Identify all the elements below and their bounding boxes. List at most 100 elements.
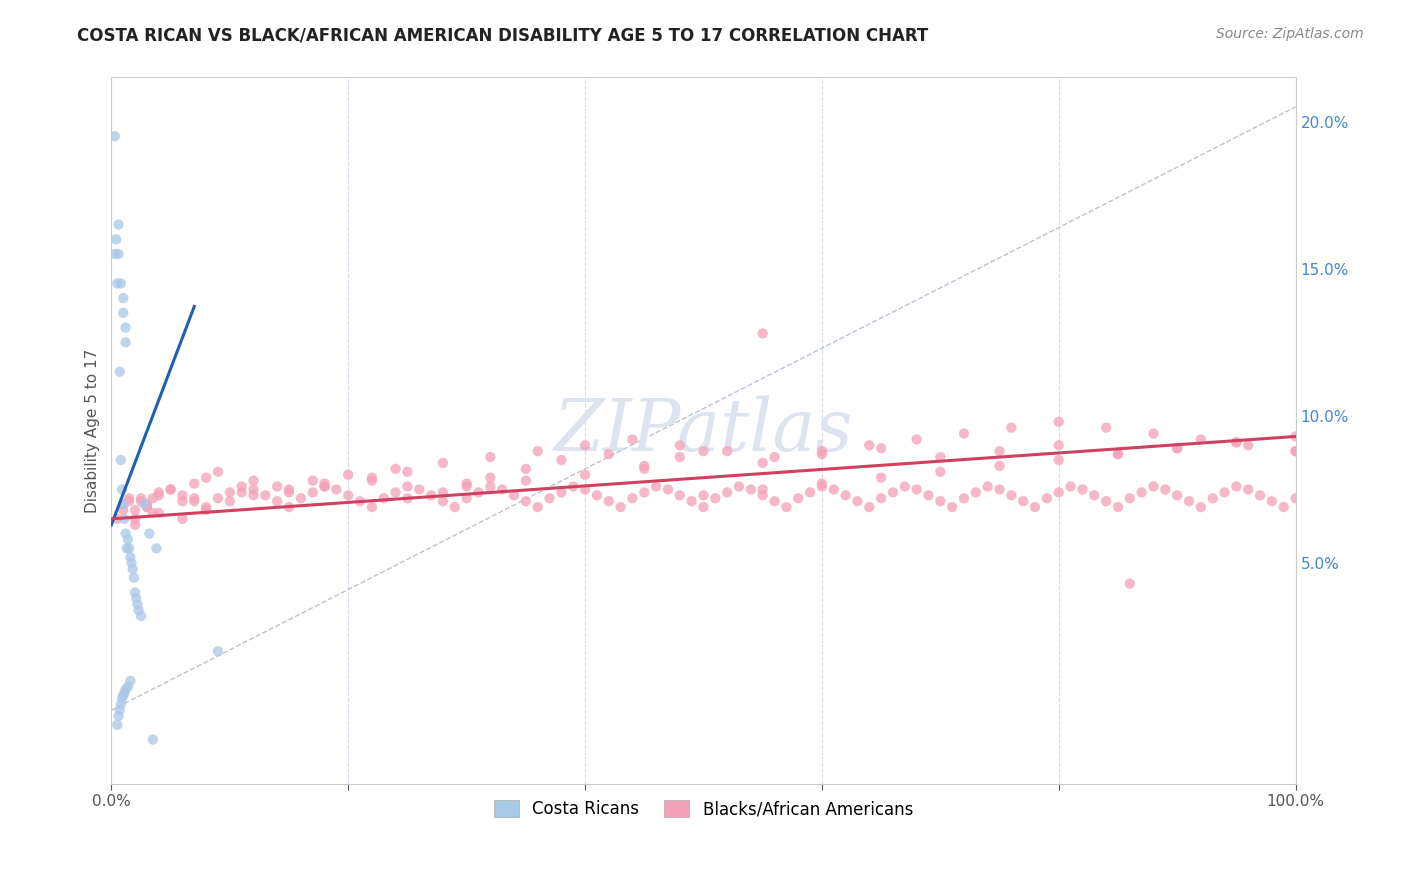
Point [633, 458, 655, 473]
Point [361, 474, 384, 488]
Text: COSTA RICAN VS BLACK/AFRICAN AMERICAN DISABILITY AGE 5 TO 17 CORRELATION CHART: COSTA RICAN VS BLACK/AFRICAN AMERICAN DI… [77, 27, 928, 45]
Point [242, 488, 264, 502]
Point [115, 541, 138, 556]
Point [148, 485, 170, 500]
Point [218, 494, 240, 508]
Point [124, 517, 146, 532]
Point [692, 444, 714, 458]
Point [195, 503, 218, 517]
Point [195, 471, 218, 485]
Point [763, 450, 786, 464]
Point [420, 488, 443, 502]
Point [751, 326, 773, 341]
Point [479, 479, 502, 493]
Point [172, 512, 194, 526]
Point [1095, 494, 1118, 508]
Point [118, 494, 141, 508]
Point [142, 491, 165, 506]
Point [1000, 488, 1022, 502]
Point [1036, 491, 1059, 506]
Point [112, 497, 135, 511]
Point [1213, 485, 1236, 500]
Point [905, 433, 928, 447]
Point [763, 494, 786, 508]
Point [1024, 500, 1046, 515]
Point [432, 485, 454, 500]
Point [953, 491, 976, 506]
Point [301, 485, 323, 500]
Point [1237, 483, 1260, 497]
Point [905, 483, 928, 497]
Point [112, 291, 135, 305]
Point [1047, 453, 1070, 467]
Point [550, 453, 572, 467]
Point [929, 465, 952, 479]
Point [128, 603, 150, 617]
Point [349, 494, 371, 508]
Point [120, 673, 142, 688]
Point [110, 277, 132, 291]
Point [716, 444, 738, 458]
Point [811, 479, 834, 493]
Point [1284, 444, 1306, 458]
Point [574, 467, 596, 482]
Point [669, 438, 692, 452]
Point [195, 500, 218, 515]
Point [823, 483, 845, 497]
Point [633, 462, 655, 476]
Point [112, 689, 135, 703]
Point [1119, 491, 1142, 506]
Point [1225, 479, 1247, 493]
Point [124, 585, 146, 599]
Point [621, 433, 644, 447]
Point [491, 483, 513, 497]
Point [107, 247, 129, 261]
Point [159, 483, 181, 497]
Point [114, 335, 136, 350]
Point [811, 476, 834, 491]
Point [621, 491, 644, 506]
Point [562, 479, 585, 493]
Y-axis label: Disability Age 5 to 17: Disability Age 5 to 17 [86, 349, 100, 513]
Point [124, 512, 146, 526]
Point [1189, 433, 1212, 447]
Point [278, 500, 301, 515]
Point [278, 485, 301, 500]
Point [751, 488, 773, 502]
Point [172, 494, 194, 508]
Point [657, 483, 679, 497]
Point [136, 497, 159, 511]
Point [314, 479, 336, 493]
Point [1000, 420, 1022, 434]
Point [976, 479, 998, 493]
Point [681, 494, 703, 508]
Point [136, 500, 159, 515]
Point [432, 456, 454, 470]
Point [645, 479, 668, 493]
Point [1225, 435, 1247, 450]
Point [1261, 494, 1284, 508]
Point [107, 709, 129, 723]
Point [1272, 500, 1295, 515]
Point [692, 488, 714, 502]
Point [443, 500, 465, 515]
Point [550, 485, 572, 500]
Point [242, 483, 264, 497]
Point [526, 444, 548, 458]
Point [114, 320, 136, 334]
Point [669, 488, 692, 502]
Point [114, 526, 136, 541]
Point [1225, 435, 1247, 450]
Point [870, 442, 893, 456]
Point [775, 500, 797, 515]
Point [105, 277, 128, 291]
Point [125, 591, 148, 606]
Point [290, 491, 312, 506]
Point [953, 426, 976, 441]
Point [716, 485, 738, 500]
Point [929, 494, 952, 508]
Point [456, 476, 478, 491]
Point [467, 485, 489, 500]
Point [314, 476, 336, 491]
Point [104, 129, 127, 144]
